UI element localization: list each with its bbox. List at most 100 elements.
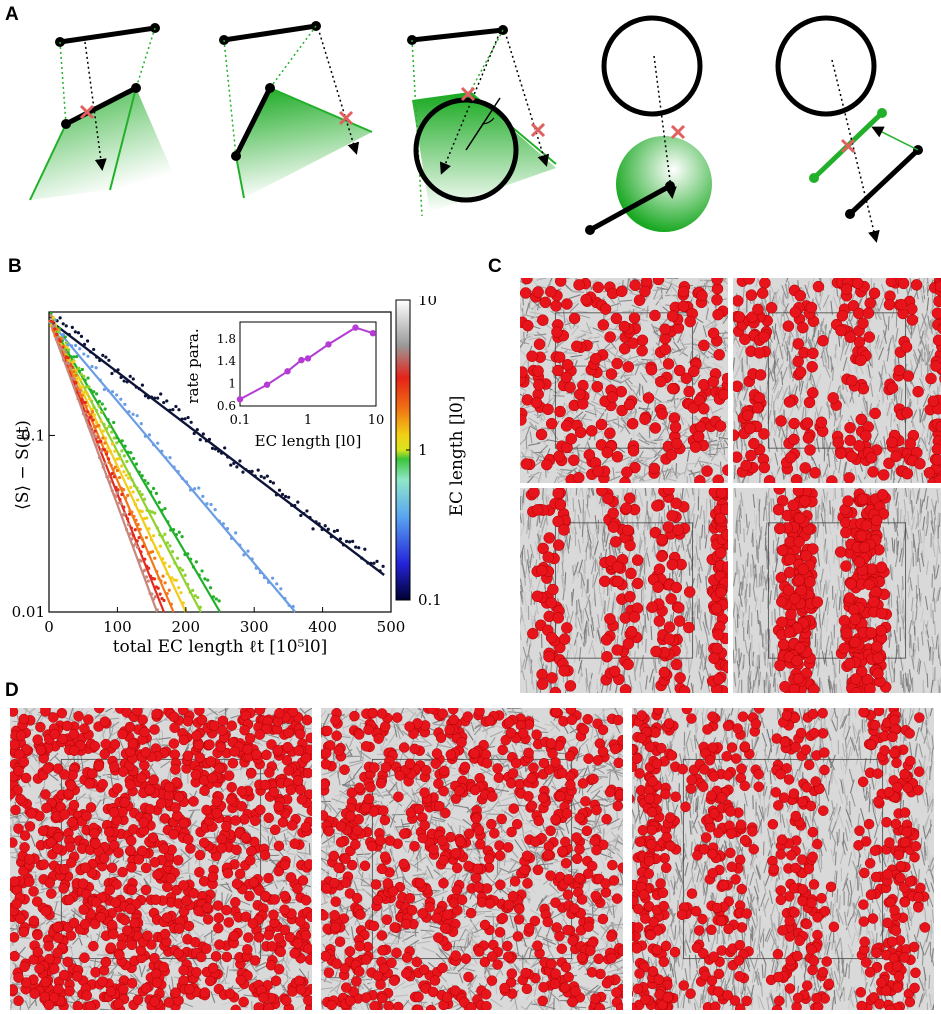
data-point <box>152 597 156 601</box>
data-point <box>95 421 99 425</box>
data-point <box>80 405 84 409</box>
data-point <box>179 591 183 595</box>
data-point <box>180 534 184 539</box>
data-point <box>110 442 115 446</box>
data-point <box>296 500 300 504</box>
data-point <box>347 540 352 544</box>
data-point <box>138 527 142 531</box>
data-point <box>183 417 187 421</box>
data-point <box>122 505 126 509</box>
data-point <box>284 494 288 499</box>
data-point <box>91 418 95 422</box>
diagram-a3 <box>407 25 557 217</box>
data-point <box>64 324 68 328</box>
data-point <box>262 476 266 480</box>
data-point <box>134 385 138 389</box>
data-point <box>117 439 121 443</box>
data-point <box>67 333 71 337</box>
data-point <box>174 404 178 409</box>
inset-y-tick: 1.4 <box>217 354 236 368</box>
inset-line <box>239 326 374 401</box>
inset-point <box>325 341 332 348</box>
data-point <box>153 556 157 560</box>
data-point <box>117 453 121 457</box>
data-point <box>60 347 64 351</box>
data-point <box>279 587 283 591</box>
data-point <box>82 342 87 346</box>
inset-y-label: rate para. <box>184 328 202 403</box>
data-point <box>107 424 111 428</box>
data-point <box>176 470 180 474</box>
data-point <box>103 441 107 445</box>
data-point <box>51 315 55 320</box>
data-point <box>113 449 117 453</box>
data-point <box>146 396 151 400</box>
data-point <box>94 408 99 413</box>
data-point <box>66 356 70 360</box>
data-point <box>62 358 66 362</box>
data-point <box>107 460 111 464</box>
data-point <box>145 516 149 520</box>
data-point <box>107 358 111 362</box>
data-point <box>163 506 167 511</box>
data-point <box>290 503 294 507</box>
data-point <box>54 337 59 342</box>
data-point <box>159 579 163 583</box>
data-point <box>196 595 200 600</box>
data-point <box>189 557 193 561</box>
data-point <box>258 570 262 575</box>
data-point <box>351 539 355 543</box>
data-point <box>137 535 141 540</box>
x-tick-label: 300 <box>240 618 269 636</box>
data-point <box>147 433 152 437</box>
colorbar-tick: 0.1 <box>418 591 442 609</box>
data-point <box>164 456 168 460</box>
data-point <box>79 334 84 338</box>
data-point <box>77 366 81 370</box>
data-point <box>143 497 147 501</box>
data-point <box>171 528 176 532</box>
data-point <box>56 335 60 339</box>
data-point <box>107 475 111 479</box>
data-point <box>90 429 95 434</box>
data-point <box>103 462 107 466</box>
data-point <box>126 517 130 521</box>
inset-point <box>304 355 312 362</box>
data-point <box>221 522 225 526</box>
data-point <box>117 475 122 480</box>
data-point <box>183 573 187 577</box>
data-point <box>165 399 169 403</box>
data-point <box>161 574 165 578</box>
data-point <box>170 550 175 554</box>
data-point <box>195 428 199 432</box>
data-point <box>130 478 134 482</box>
data-point <box>148 509 152 513</box>
data-point <box>98 455 102 460</box>
data-point <box>143 394 148 398</box>
data-point <box>139 422 143 426</box>
data-point <box>126 450 130 454</box>
data-point <box>320 527 324 532</box>
data-point <box>158 533 162 537</box>
inset-point <box>369 330 377 337</box>
data-point <box>80 393 84 398</box>
data-point <box>98 378 102 382</box>
data-point <box>213 447 218 451</box>
snapshot-c4 <box>733 488 941 693</box>
data-point <box>81 385 85 389</box>
data-point <box>63 335 67 339</box>
data-point <box>74 373 78 377</box>
data-point <box>167 564 172 569</box>
data-point <box>135 539 139 543</box>
data-point <box>90 410 95 414</box>
data-point <box>79 378 83 382</box>
data-point <box>193 487 197 491</box>
data-point <box>119 502 123 506</box>
data-point <box>173 561 177 565</box>
data-point <box>117 457 121 461</box>
data-point <box>74 381 78 385</box>
data-point <box>139 559 143 563</box>
data-point <box>80 367 84 372</box>
data-point <box>98 358 102 363</box>
panel-b-chart: 0 100 200 300 400 500 0.01 0.1 total EC length… <box>12 311 405 657</box>
